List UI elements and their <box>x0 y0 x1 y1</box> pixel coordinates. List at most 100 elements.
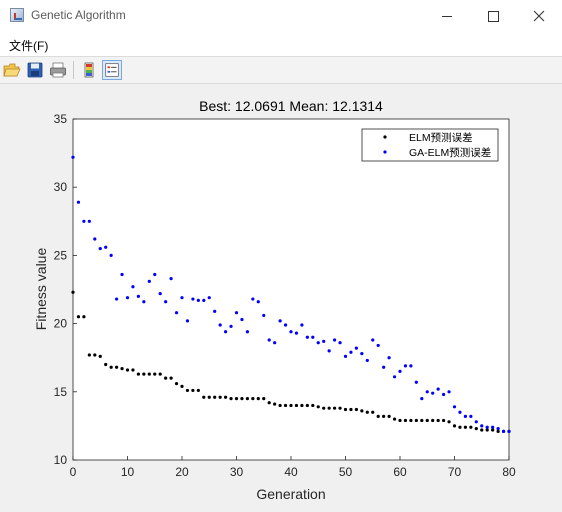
data-points <box>71 155 511 433</box>
ga-elm-point <box>93 237 97 241</box>
ga-elm-point <box>115 297 119 301</box>
ga-elm-point <box>436 387 440 391</box>
ga-elm-point <box>191 297 195 301</box>
elm-point <box>93 353 97 357</box>
elm-point <box>409 418 413 423</box>
elm-point <box>414 418 418 423</box>
elm-point <box>343 407 348 412</box>
legend-icon[interactable] <box>102 60 122 80</box>
ga-elm-point <box>224 330 228 334</box>
ga-elm-point <box>452 405 457 409</box>
elm-point <box>316 405 320 409</box>
save-icon[interactable] <box>26 61 44 79</box>
elm-point <box>196 388 200 393</box>
ga-elm-point <box>371 338 375 342</box>
elm-point <box>174 382 179 386</box>
ga-elm-point <box>278 319 282 323</box>
y-tick-label: 25 <box>54 248 68 262</box>
ga-elm-point <box>136 294 140 298</box>
ga-elm-point <box>185 319 190 323</box>
ga-elm-point <box>469 414 473 418</box>
x-tick-label: 10 <box>121 465 135 479</box>
x-tick-label: 0 <box>70 465 77 479</box>
elm-point <box>131 368 135 372</box>
close-button[interactable] <box>516 0 562 32</box>
ga-elm-point <box>333 338 337 342</box>
legend-marker-ga-elm <box>383 150 387 154</box>
elm-point <box>403 418 408 423</box>
y-tick-label: 10 <box>54 453 68 467</box>
maximize-button[interactable] <box>470 0 516 32</box>
elm-point <box>273 402 277 406</box>
ga-elm-point <box>311 335 315 339</box>
x-tick-label: 30 <box>230 465 244 479</box>
elm-point <box>104 362 108 367</box>
toolbar-separator <box>73 61 74 79</box>
open-icon[interactable] <box>3 61 21 79</box>
print-icon[interactable] <box>49 61 67 79</box>
ga-elm-point <box>392 375 397 379</box>
ga-elm-point <box>507 429 511 433</box>
elm-point <box>76 315 81 319</box>
ga-elm-point <box>501 429 506 433</box>
elm-point <box>431 418 435 423</box>
ga-elm-point <box>360 352 364 356</box>
ga-elm-point <box>120 272 124 277</box>
menu-file[interactable]: 文件(F) <box>9 39 49 53</box>
legend-label-elm: ELM预测误差 <box>409 131 473 144</box>
legend-label-ga-elm: GA-ELM预测误差 <box>409 146 491 159</box>
elm-point <box>371 410 375 414</box>
elm-point <box>71 290 75 294</box>
ga-elm-point <box>164 300 168 304</box>
ga-elm-point <box>256 300 260 304</box>
elm-point <box>300 403 304 408</box>
elm-point <box>158 372 162 376</box>
elm-point <box>224 395 228 399</box>
ga-elm-point <box>104 245 108 249</box>
ga-elm-point <box>349 350 353 354</box>
maximize-icon <box>487 10 499 22</box>
elm-point <box>125 368 130 372</box>
x-axis-label: Generation <box>256 486 325 502</box>
ga-elm-point <box>229 324 233 328</box>
elm-point <box>267 401 271 405</box>
elm-point <box>142 372 146 376</box>
ga-elm-point <box>442 392 446 397</box>
colorbar-icon[interactable] <box>80 61 98 79</box>
elm-point <box>327 406 331 410</box>
ga-elm-point <box>180 296 184 300</box>
legend-box <box>361 128 499 162</box>
elm-point <box>480 428 484 432</box>
minimize-icon <box>442 15 452 17</box>
ga-elm-point <box>147 279 151 283</box>
y-tick-label: 15 <box>54 385 68 399</box>
x-tick-label: 40 <box>284 465 298 479</box>
elm-point <box>294 403 299 408</box>
ga-elm-point <box>273 341 277 345</box>
elm-point <box>469 425 473 429</box>
ga-elm-point <box>458 410 462 414</box>
ga-elm-point <box>491 425 495 429</box>
ga-elm-point <box>447 390 451 394</box>
fitness-chart: Best: 12.0691 Mean: 12.1314 Generation F… <box>33 98 516 502</box>
ga-elm-point <box>305 335 309 339</box>
ga-elm-point <box>431 391 435 395</box>
series-ga-elm <box>71 155 511 433</box>
ga-elm-point <box>169 276 173 281</box>
y-tick-label: 35 <box>54 112 68 126</box>
ga-elm-point <box>480 424 484 428</box>
legend-marker-elm <box>383 135 387 139</box>
elm-point <box>256 397 260 401</box>
elm-point <box>191 388 195 393</box>
matlab-figure-icon <box>10 8 24 22</box>
elm-point <box>436 418 440 423</box>
chart-title: Best: 12.0691 Mean: 12.1314 <box>199 98 383 114</box>
minimize-button[interactable] <box>424 0 470 32</box>
elm-point <box>496 429 500 433</box>
ga-elm-point <box>474 420 478 424</box>
elm-point <box>463 425 467 429</box>
elm-point <box>289 403 293 408</box>
elm-point <box>245 397 249 401</box>
elm-point <box>87 353 91 357</box>
ga-elm-point <box>485 425 489 429</box>
